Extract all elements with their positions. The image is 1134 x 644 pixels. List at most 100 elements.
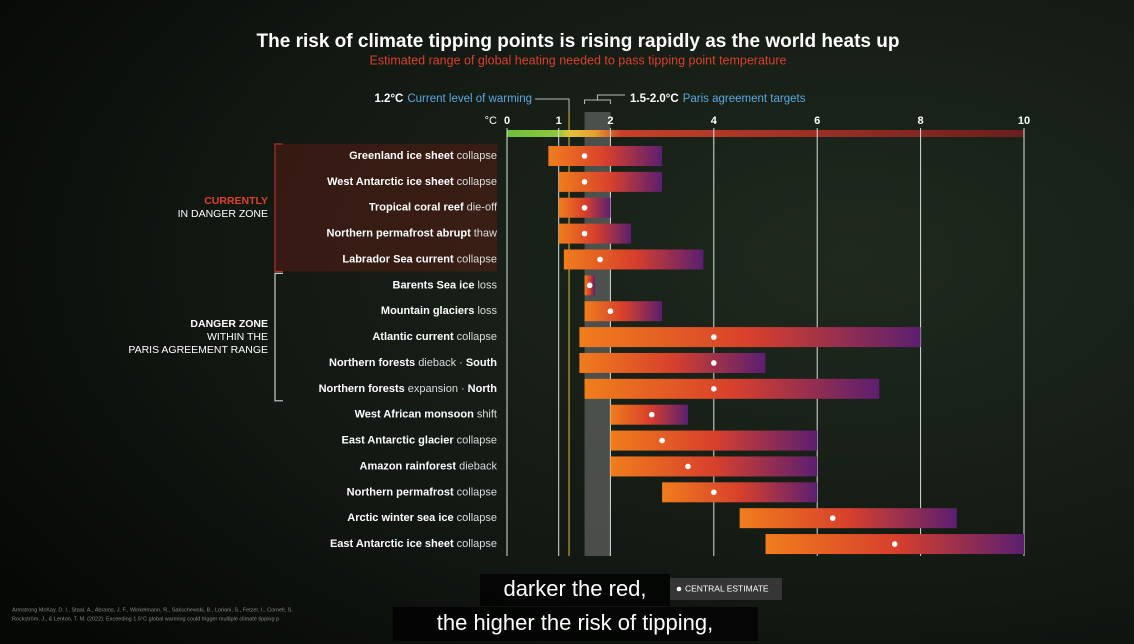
row-label-suffix: expansion · [408, 383, 465, 395]
x-tick-label: 10 [1018, 115, 1030, 127]
row-label-suffix: collapse [457, 434, 497, 446]
row-label: West African monsoon shift [355, 409, 497, 421]
caption-line: the higher the risk of tipping, [437, 610, 713, 635]
current-value: 1.2°C [374, 93, 403, 105]
x-tick-label: 1 [556, 115, 562, 127]
axis-strip [507, 130, 1024, 137]
row-label-suffix: die-off [467, 202, 498, 214]
row-label: Northern forests dieback · South [329, 357, 497, 369]
central-dot [597, 256, 603, 263]
x-tick-label: 2 [607, 115, 613, 127]
legend-box [670, 578, 782, 600]
caption-bg [480, 574, 670, 606]
row-label-suffix: collapse [457, 176, 497, 188]
row-label-suffix: collapse [457, 512, 497, 524]
row-label-suffix: dieback · [418, 357, 463, 369]
row-label-bold: West Antarctic ice sheet [327, 176, 454, 188]
central-dot [607, 308, 614, 315]
row-label-suffix: collapse [457, 253, 497, 265]
range-bar [548, 146, 663, 166]
x-tick-label: 6 [814, 115, 820, 127]
paris-value: 1.5-2.0°C [630, 93, 679, 105]
range-bar [558, 171, 663, 192]
central-dot [659, 437, 665, 444]
central-dot [586, 282, 593, 289]
axis-unit: °C [485, 115, 497, 127]
row-label-suffix: shift [477, 409, 497, 421]
chart-subtitle: Estimated range of global heating needed… [370, 53, 787, 67]
row-label-bold: Tropical coral reef [369, 202, 464, 214]
central-dot [711, 360, 717, 366]
row-label-suffix: loss [477, 305, 497, 317]
row-label-bold: Northern forests [329, 357, 415, 369]
range-bar [558, 223, 632, 244]
legend-label: CENTRAL ESTIMATE [685, 583, 769, 593]
row-label-bold: Northern permafrost abrupt [327, 228, 472, 240]
central-dot [829, 515, 836, 521]
range-bar [610, 456, 818, 477]
row-label-bold: Labrador Sea current [342, 253, 454, 265]
row-label-suffix: collapse [457, 331, 497, 343]
row-label: Northern permafrost collapse [347, 486, 497, 498]
row-label-suffix: loss [477, 279, 497, 291]
group-bracket [274, 143, 283, 273]
caption-bg [393, 607, 758, 641]
group-label: WITHIN THE [207, 331, 268, 343]
row-label-suffix: collapse [457, 486, 497, 498]
row-label: Greenland ice sheet collapse [349, 150, 497, 162]
group-label: IN DANGER ZONE [178, 208, 268, 220]
range-bar [579, 352, 766, 373]
source-line: Rockström, J., & Lenton, T. M. (2022). E… [12, 616, 279, 622]
range-bar [610, 430, 818, 451]
row-label-suffix: thaw [474, 228, 497, 240]
row-label-bold: East Antarctic ice sheet [330, 538, 454, 550]
row-label-bold: Northern permafrost [347, 486, 454, 498]
range-bar [584, 378, 880, 399]
row-label-bold: Amazon rainforest [360, 460, 457, 472]
row-label: Labrador Sea current collapse [342, 253, 497, 265]
paris-bracket [584, 94, 625, 104]
range-bar [739, 508, 957, 529]
row-label-bold: West African monsoon [355, 409, 474, 421]
row-label: Northern forests expansion · North [319, 383, 498, 395]
row-label: East Antarctic ice sheet collapse [330, 538, 497, 550]
source-line: Armstrong McKay, D. I., Staal, A., Abram… [12, 607, 293, 613]
range-bar [662, 482, 818, 503]
group-box [275, 144, 497, 272]
row-label-tail: North [468, 383, 498, 395]
row-label: Amazon rainforest dieback [360, 460, 498, 472]
central-dot [581, 204, 588, 211]
row-label-bold: Mountain glaciers [381, 305, 475, 317]
row-label: Tropical coral reef die-off [369, 202, 498, 214]
legend-dot [676, 586, 682, 592]
row-label-bold: Greenland ice sheet [349, 150, 454, 162]
row-label: Atlantic current collapse [372, 331, 497, 343]
current-text: Current level of warming [407, 93, 532, 105]
x-tick-label: 4 [711, 115, 718, 127]
x-tick-label: 0 [504, 115, 510, 127]
current-annotation: 1.2°C Current level of warming [374, 93, 532, 105]
caption-line: darker the red, [503, 576, 646, 601]
range-bar [584, 301, 663, 322]
x-tick-label: 8 [918, 115, 924, 127]
central-dot [581, 153, 588, 159]
group-bracket [274, 272, 283, 402]
row-label-bold: Atlantic current [372, 331, 454, 343]
row-label: East Antarctic glacier collapse [342, 434, 497, 446]
row-label-bold: Barents Sea ice [393, 279, 475, 291]
central-dot [891, 541, 898, 547]
current-leader [535, 98, 570, 112]
row-label: Northern permafrost abrupt thaw [327, 228, 498, 240]
row-label-tail: South [466, 357, 497, 369]
group-label: PARIS AGREEMENT RANGE [128, 344, 268, 356]
row-label-bold: Arctic winter sea ice [347, 512, 453, 524]
row-label-bold: Northern forests [319, 383, 405, 395]
row-label: West Antarctic ice sheet collapse [327, 176, 497, 188]
central-dot [685, 463, 691, 470]
row-label-bold: East Antarctic glacier [342, 434, 455, 446]
row-label-suffix: collapse [457, 150, 497, 162]
row-label-suffix: dieback [459, 460, 497, 472]
row-label: Barents Sea ice loss [393, 279, 498, 291]
range-bar [579, 327, 921, 348]
